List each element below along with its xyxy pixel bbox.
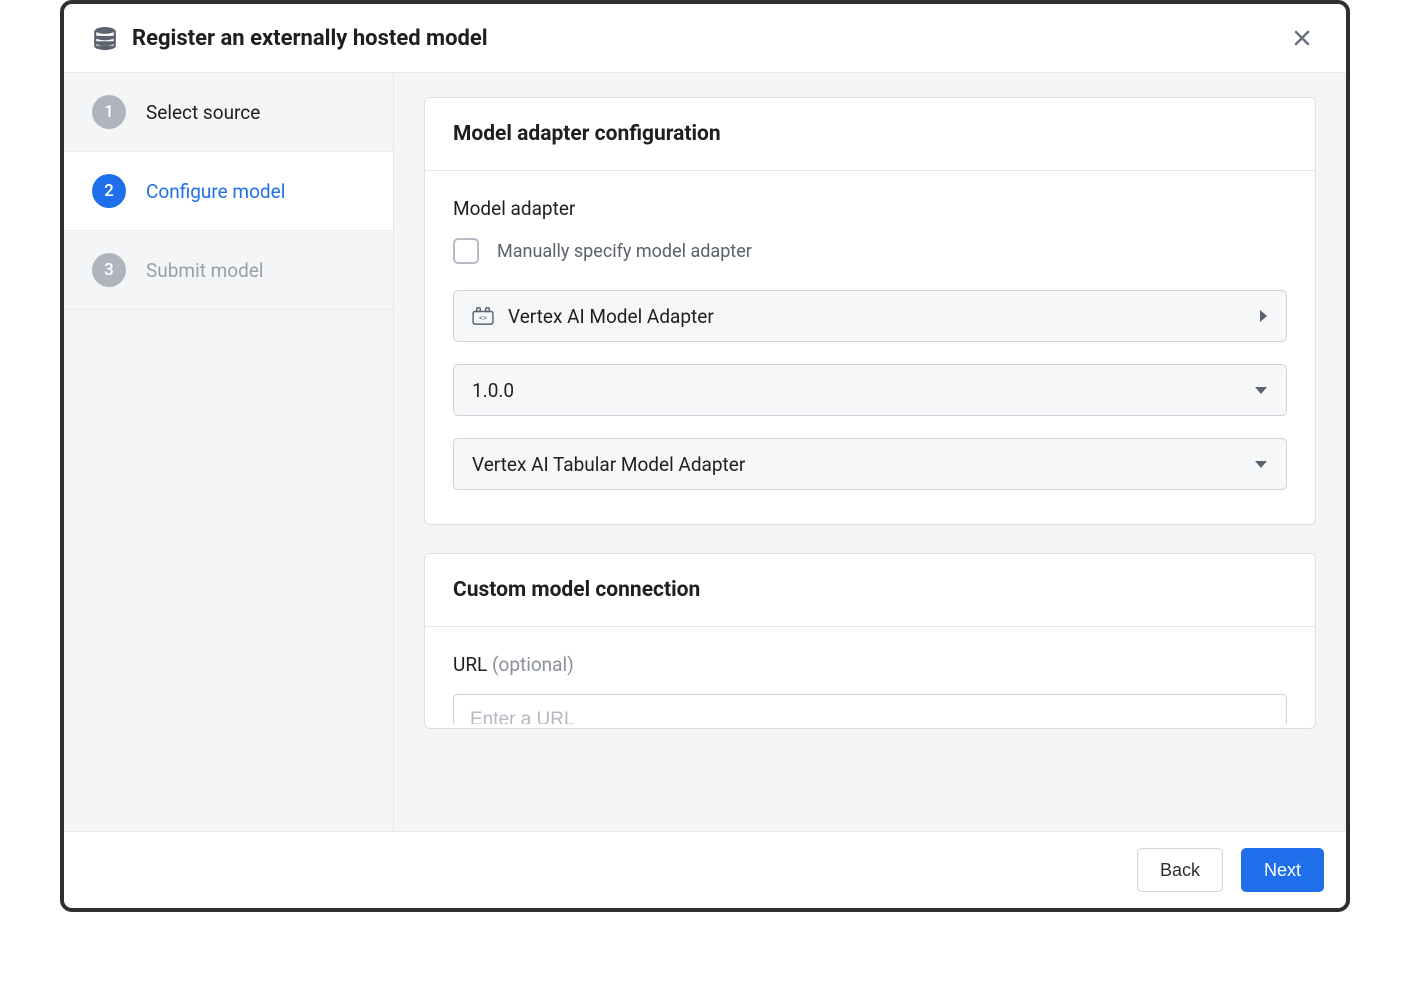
url-optional-text: (optional) xyxy=(492,653,574,676)
next-button[interactable]: Next xyxy=(1241,848,1324,892)
chevron-right-icon xyxy=(1258,309,1268,323)
modal-footer: Back Next xyxy=(64,831,1346,908)
url-label: URL (optional) xyxy=(453,653,1287,676)
modal-dialog: Register an externally hosted model 1 Se… xyxy=(60,0,1350,912)
step-label: Configure model xyxy=(146,180,285,203)
card-header: Custom model connection xyxy=(425,554,1315,627)
step-number: 1 xyxy=(92,95,126,129)
modal-title: Register an externally hosted model xyxy=(132,26,488,51)
back-button[interactable]: Back xyxy=(1137,848,1223,892)
url-label-text: URL xyxy=(453,653,487,676)
card-title: Custom model connection xyxy=(453,578,1287,602)
chevron-down-icon xyxy=(1254,385,1268,395)
step-number: 2 xyxy=(92,174,126,208)
content-area: Model adapter configuration Model adapte… xyxy=(394,73,1346,831)
adapter-config-card: Model adapter configuration Model adapte… xyxy=(424,97,1316,525)
close-button[interactable] xyxy=(1286,22,1318,54)
manual-adapter-checkbox[interactable] xyxy=(453,238,479,264)
adapter-select[interactable]: <> Vertex AI Model Adapter xyxy=(453,290,1287,342)
svg-text:<>: <> xyxy=(479,313,487,323)
adapter-select-value: Vertex AI Model Adapter xyxy=(508,305,1258,328)
variant-select[interactable]: Vertex AI Tabular Model Adapter xyxy=(453,438,1287,490)
card-body: URL (optional) xyxy=(425,627,1315,728)
step-label: Submit model xyxy=(146,259,264,282)
close-icon xyxy=(1294,30,1310,46)
modal-header: Register an externally hosted model xyxy=(64,4,1346,73)
chevron-down-icon xyxy=(1254,459,1268,469)
manual-adapter-checkbox-label: Manually specify model adapter xyxy=(497,241,752,262)
adapter-icon: <> xyxy=(472,307,494,325)
step-submit-model[interactable]: 3 Submit model xyxy=(64,231,393,310)
connection-card: Custom model connection URL (optional) xyxy=(424,553,1316,729)
model-adapter-label: Model adapter xyxy=(453,197,1287,220)
steps-sidebar: 1 Select source 2 Configure model 3 Subm… xyxy=(64,73,394,831)
step-select-source[interactable]: 1 Select source xyxy=(64,73,393,152)
card-header: Model adapter configuration xyxy=(425,98,1315,171)
version-select[interactable]: 1.0.0 xyxy=(453,364,1287,416)
url-input[interactable] xyxy=(453,694,1287,724)
card-body: Model adapter Manually specify model ada… xyxy=(425,171,1315,524)
database-icon xyxy=(92,25,118,51)
version-select-value: 1.0.0 xyxy=(472,379,1254,402)
manual-adapter-checkbox-row[interactable]: Manually specify model adapter xyxy=(453,238,1287,264)
step-number: 3 xyxy=(92,253,126,287)
modal-body: 1 Select source 2 Configure model 3 Subm… xyxy=(64,73,1346,831)
step-label: Select source xyxy=(146,101,260,124)
card-title: Model adapter configuration xyxy=(453,122,1287,146)
step-configure-model[interactable]: 2 Configure model xyxy=(64,152,393,231)
variant-select-value: Vertex AI Tabular Model Adapter xyxy=(472,453,1254,476)
